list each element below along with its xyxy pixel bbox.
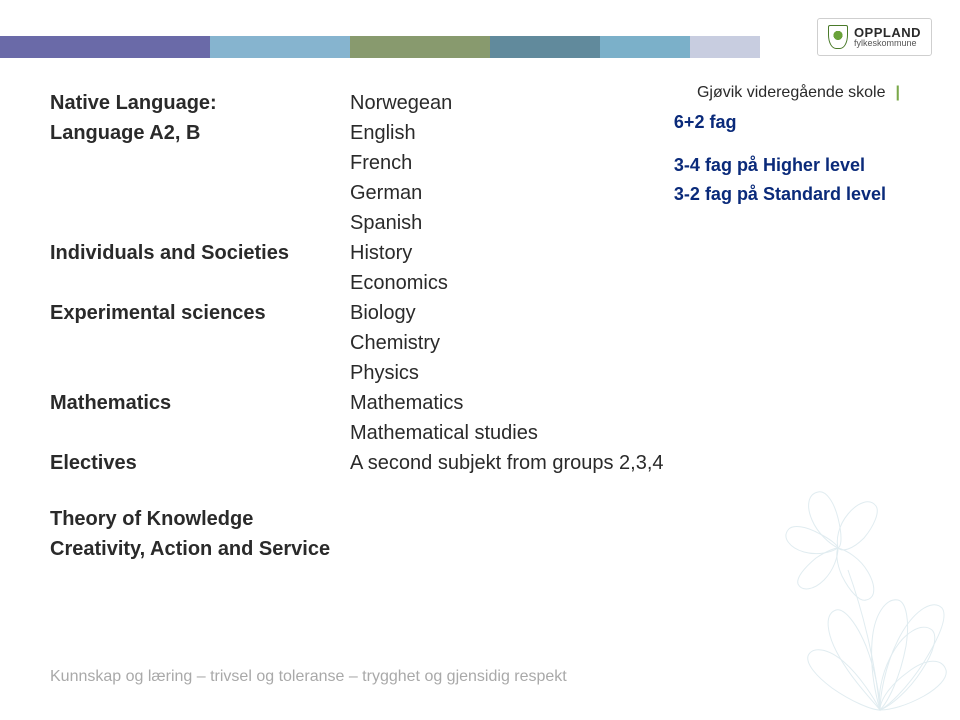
tok-line: Theory of Knowledge	[50, 504, 330, 534]
group-label: Language A2, B	[50, 118, 350, 148]
subject-item: Economics	[350, 268, 650, 298]
subject-item: Chemistry	[350, 328, 650, 358]
group-label: Experimental sciences	[50, 298, 350, 328]
group-label: Electives	[50, 448, 350, 478]
subject-item: German	[350, 178, 650, 208]
subject-item: Mathematics	[350, 388, 650, 418]
subject-item: French	[350, 148, 650, 178]
subject-item: History	[350, 238, 650, 268]
flower-decoration	[680, 440, 960, 720]
subject-item: English	[350, 118, 650, 148]
oppland-logo: OPPLAND fylkeskommune	[817, 18, 932, 56]
subject-item: Biology	[350, 298, 650, 328]
group-label: Individuals and Societies	[50, 238, 350, 268]
subject-groups: Native Language: Norwegean Language A2, …	[50, 88, 910, 478]
subject-item: Norwegean	[350, 88, 650, 118]
tok-block: Theory of Knowledge Creativity, Action a…	[50, 504, 330, 564]
tok-line: Creativity, Action and Service	[50, 534, 330, 564]
footer-tagline: Kunnskap og læring – trivsel og tolerans…	[50, 668, 567, 686]
subject-item: Spanish	[350, 208, 650, 238]
shield-icon	[828, 25, 848, 49]
group-label: Mathematics	[50, 388, 350, 418]
logo-sub-text: fylkeskommune	[854, 39, 921, 48]
group-label: Native Language:	[50, 88, 350, 118]
subject-item: Physics	[350, 358, 650, 388]
